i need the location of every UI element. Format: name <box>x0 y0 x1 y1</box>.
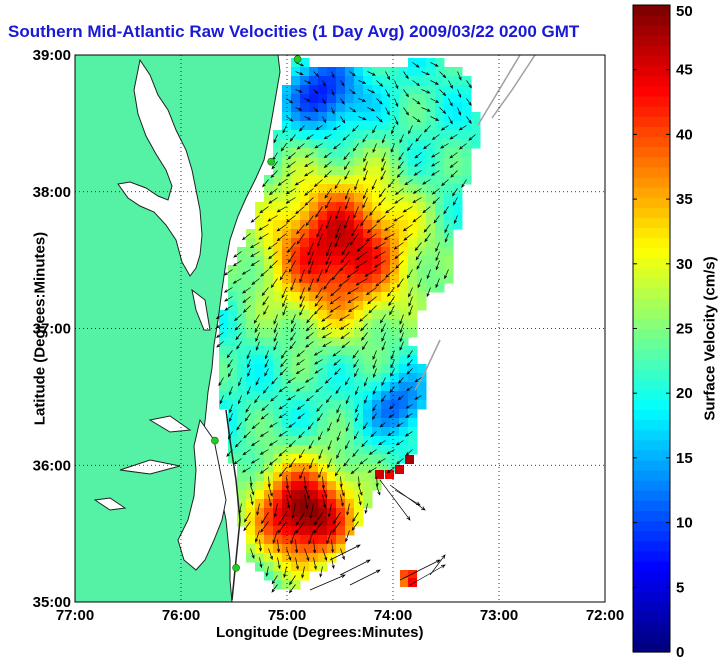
colorbar-tick-label: 25 <box>676 321 693 338</box>
station-marker <box>293 55 302 63</box>
velocity-vectors <box>215 62 476 594</box>
x-tick-label: 76:00 <box>162 607 200 624</box>
colorbar-tick-label: 45 <box>676 62 693 79</box>
x-tick-label: 72:00 <box>586 607 624 624</box>
y-tick-label: 38:00 <box>33 184 71 201</box>
y-tick-labels: 39:00 38:00 37:00 36:00 35:00 <box>33 47 71 611</box>
x-tick-label: 77:00 <box>56 607 94 624</box>
colorbar-tick-label: 0 <box>676 644 684 659</box>
colorbar-tick-label: 15 <box>676 450 693 467</box>
y-tick-label: 39:00 <box>33 47 71 64</box>
y-tick-label: 35:00 <box>33 594 71 611</box>
grid-lines <box>75 55 605 602</box>
x-axis-title: Longitude (Degrees:Minutes) <box>216 624 424 641</box>
hf-radar-stations <box>211 55 302 572</box>
y-tick-label: 36:00 <box>33 457 71 474</box>
plot-frame <box>74 54 606 603</box>
colorbar <box>632 4 671 653</box>
colorbar-tick-label: 10 <box>676 515 693 532</box>
chart-title: Southern Mid-Atlantic Raw Velocities (1 … <box>8 22 580 41</box>
land-mass <box>75 55 281 602</box>
x-tick-label: 73:00 <box>480 607 518 624</box>
colorbar-tick-label: 20 <box>676 385 693 402</box>
y-tick-label: 37:00 <box>33 321 71 338</box>
colorbar-tick-label: 35 <box>676 191 693 208</box>
colorbar-tick-label: 5 <box>676 579 684 596</box>
station-marker <box>267 157 275 166</box>
shelf-contours <box>414 55 536 391</box>
x-tick-label: 74:00 <box>374 607 412 624</box>
colorbar-title: Surface Velocity (cm/s) <box>701 256 719 421</box>
colorbar-tick-label: 40 <box>676 126 693 143</box>
station-marker <box>232 563 240 572</box>
colorbar-tick-label: 50 <box>676 3 693 20</box>
colorbar-tick-label: 30 <box>676 256 693 273</box>
x-tick-labels: 77:00 76:00 75:00 74:00 73:00 72:00 <box>56 607 624 624</box>
station-marker <box>211 436 219 445</box>
x-tick-label: 75:00 <box>268 607 306 624</box>
y-axis-title: Latitude (Degrees:Minutes) <box>31 231 49 426</box>
